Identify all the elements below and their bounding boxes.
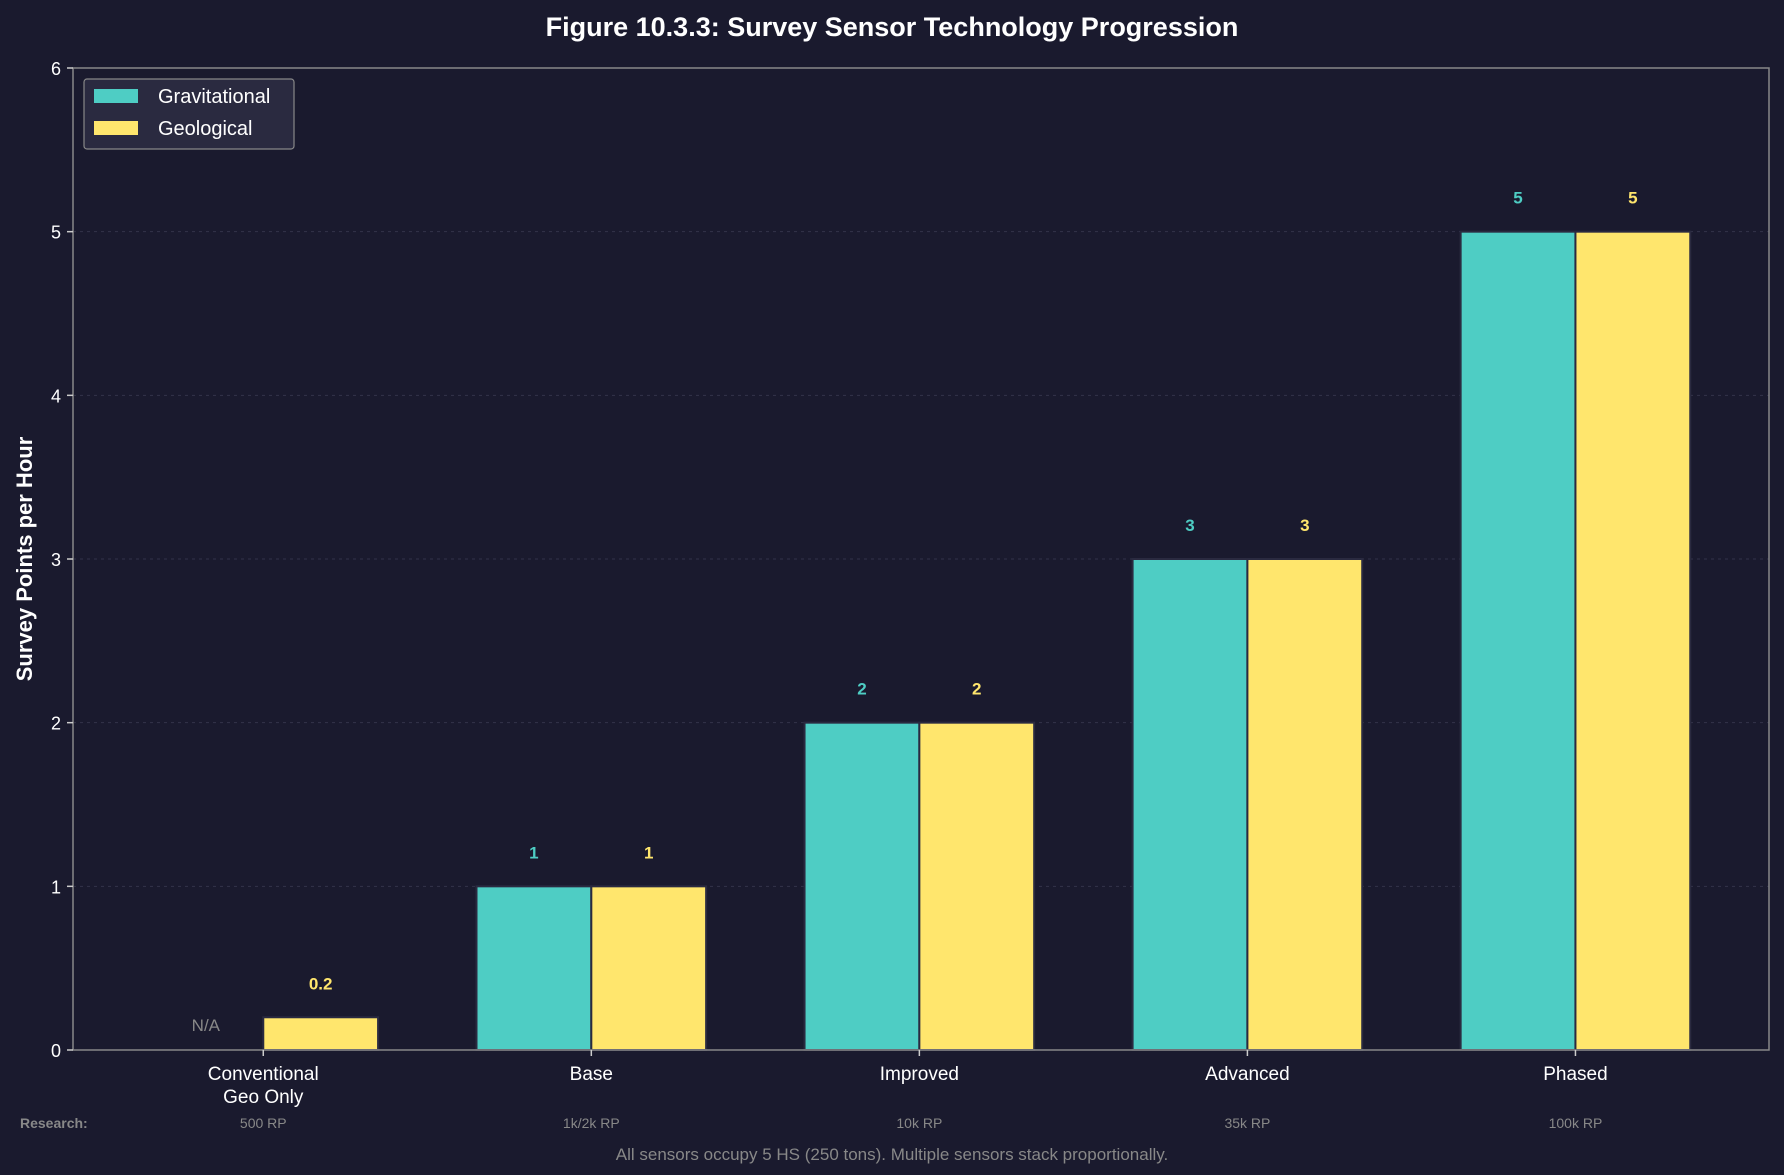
x-tick-label: Improved <box>880 1064 959 1085</box>
bar-gravitational <box>1131 558 1249 1051</box>
bar-geological <box>590 885 708 1051</box>
data-label: 1 <box>644 843 653 862</box>
data-label: 5 <box>1513 189 1522 208</box>
y-tick-label: 4 <box>51 386 61 406</box>
research-cost: 1k/2k RP <box>563 1115 620 1131</box>
footnote: All sensors occupy 5 HS (250 tons). Mult… <box>616 1145 1168 1164</box>
bar-geological <box>1574 230 1692 1051</box>
research-cost: 10k RP <box>896 1115 942 1131</box>
chart-title: Figure 10.3.3: Survey Sensor Technology … <box>546 12 1239 42</box>
y-tick-label: 5 <box>51 223 61 243</box>
data-label: 3 <box>1185 516 1194 535</box>
research-cost: 100k RP <box>1549 1115 1603 1131</box>
bar-geological <box>262 1016 380 1051</box>
x-tick-label: Phased <box>1543 1064 1607 1085</box>
data-label-na: N/A <box>192 1016 221 1035</box>
bar-geological <box>1246 558 1364 1051</box>
y-tick-label: 1 <box>51 877 61 897</box>
legend-label: Gravitational <box>158 86 270 108</box>
x-tick-label: Conventional Geo Only <box>208 1064 319 1108</box>
data-label: 1 <box>529 843 538 862</box>
research-label: Research: <box>20 1115 88 1131</box>
y-axis-label: Survey Points per Hour <box>12 436 37 681</box>
data-label: 3 <box>1300 516 1309 535</box>
data-label: 0.2 <box>309 974 333 993</box>
legend-swatch-gravitational <box>94 89 138 103</box>
research-cost: 35k RP <box>1224 1115 1270 1131</box>
y-tick-label: 2 <box>51 714 61 734</box>
legend-label: Geological <box>158 118 253 140</box>
bar-geological <box>918 721 1036 1052</box>
x-tick-label: Base <box>570 1064 613 1085</box>
x-tick-label: Advanced <box>1205 1064 1290 1085</box>
y-tick-label: 3 <box>51 550 61 570</box>
data-label: 2 <box>972 680 981 699</box>
bar-gravitational <box>1459 230 1577 1051</box>
bar-gravitational <box>803 721 921 1052</box>
y-tick-label: 6 <box>51 59 61 79</box>
research-cost: 500 RP <box>240 1115 287 1131</box>
data-label: 2 <box>857 680 866 699</box>
bar-gravitational <box>475 885 593 1051</box>
y-tick-label: 0 <box>51 1041 61 1061</box>
data-label: 5 <box>1628 189 1637 208</box>
legend-swatch-geological <box>94 121 138 135</box>
